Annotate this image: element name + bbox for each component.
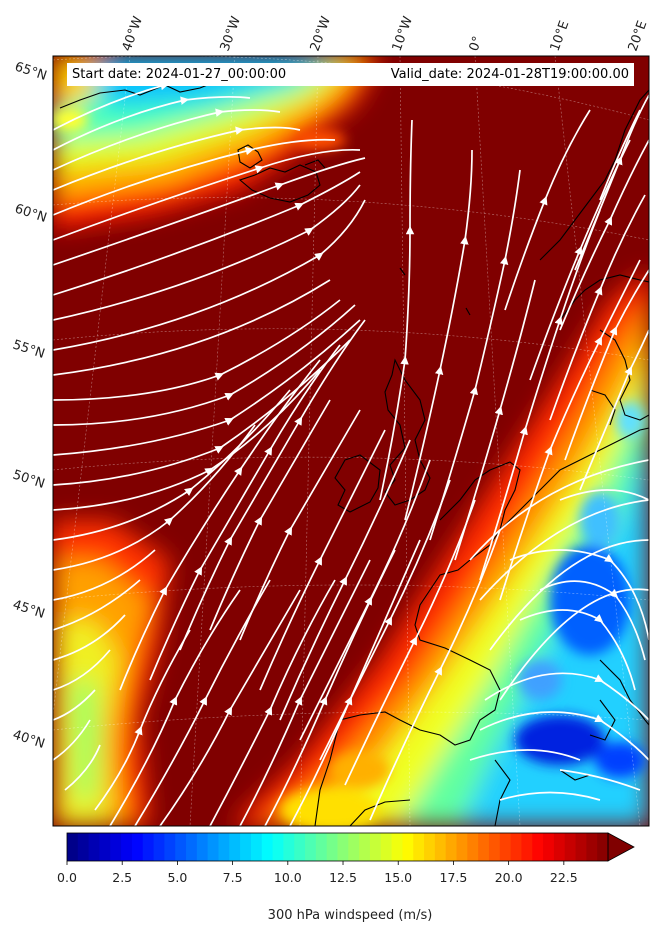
colorbar-segment — [196, 833, 209, 861]
colorbar-tick-label: 15.0 — [384, 870, 412, 885]
latitude-labels: 65°N 60°N 55°N 50°N 45°N 40°N — [11, 60, 49, 752]
colorbar-extend-arrow — [607, 832, 635, 862]
colorbar-segment — [315, 833, 328, 861]
colorbar-segment — [294, 833, 306, 861]
colorbar-segment — [240, 833, 252, 861]
colorbar-tick-label: 17.5 — [440, 870, 468, 885]
colorbar-segment — [67, 833, 79, 861]
lon-label-10e: 10°E — [548, 19, 573, 54]
colorbar-segment — [326, 833, 339, 861]
colorbar-segment — [597, 833, 609, 861]
colorbar-segment — [553, 833, 566, 861]
colorbar-segment — [186, 833, 198, 861]
date-info-box: Start date: 2024-01-27_00:00:00 Valid_da… — [67, 63, 634, 86]
colorbar-segment — [283, 833, 295, 861]
lat-label-45n: 45°N — [11, 598, 47, 622]
coastlines — [59, 81, 649, 826]
colorbar-segment — [250, 833, 263, 861]
colorbar-segment — [99, 833, 111, 861]
colorbar-segment — [402, 833, 414, 861]
lat-label-65n: 65°N — [13, 60, 49, 84]
start-date-label: Start date: 2024-01-27_00:00:00 — [72, 67, 287, 82]
colorbar-segment — [359, 833, 371, 861]
colorbar-segment — [261, 833, 274, 861]
colorbar-segment — [521, 833, 533, 861]
colorbar-segment — [445, 833, 458, 861]
colorbar-segment — [121, 833, 133, 861]
colorbar-segment — [456, 833, 468, 861]
colorbar-segment — [175, 833, 187, 861]
colorbar-segment — [110, 833, 122, 861]
colorbar-segment — [532, 833, 544, 861]
colorbar-segment — [88, 833, 101, 861]
colorbar-segments — [67, 833, 609, 861]
colorbar-tick-label: 12.5 — [329, 870, 357, 885]
colorbar-segment — [153, 833, 165, 861]
colorbar-segment — [348, 833, 360, 861]
colorbar-segment — [164, 833, 176, 861]
colorbar-segment — [77, 833, 90, 861]
colorbar-segment — [424, 833, 436, 861]
lon-label-20e: 20°E — [626, 19, 651, 54]
lon-label-40w: 40°W — [120, 14, 146, 53]
colorbar-segment — [207, 833, 220, 861]
colorbar-segment — [543, 833, 555, 861]
colorbar-segment — [467, 833, 479, 861]
colorbar-segment — [510, 833, 523, 861]
colorbar-tick-label: 7.5 — [223, 870, 243, 885]
colorbar-segment — [218, 833, 230, 861]
colorbar-segment — [272, 833, 284, 861]
colorbar-title: 300 hPa windspeed (m/s) — [268, 908, 433, 923]
lat-label-55n: 55°N — [11, 338, 47, 362]
colorbar-segment — [142, 833, 155, 861]
colorbar-segment — [229, 833, 241, 861]
colorbar-segment — [434, 833, 447, 861]
colorbar-segment — [564, 833, 577, 861]
colorbar-segment — [575, 833, 587, 861]
colorbar-segment — [380, 833, 393, 861]
colorbar-segment — [131, 833, 144, 861]
lat-label-60n: 60°N — [13, 202, 49, 226]
colorbar: 0.0 2.5 5.0 7.5 10.0 12.5 15.0 17.5 20.0 22.5 300… — [57, 832, 635, 923]
lat-label-40n: 40°N — [11, 728, 47, 752]
lon-label-0: 0° — [467, 34, 486, 53]
colorbar-segment — [369, 833, 382, 861]
colorbar-tick-label: 2.5 — [112, 870, 132, 885]
colorbar-segment — [305, 833, 317, 861]
lon-label-10w: 10°W — [390, 14, 416, 53]
colorbar-segment — [413, 833, 425, 861]
colorbar-segment — [337, 833, 349, 861]
lat-label-50n: 50°N — [11, 468, 47, 492]
colorbar-segment — [488, 833, 501, 861]
colorbar-ticks: 0.0 2.5 5.0 7.5 10.0 12.5 15.0 17.5 20.0 22.5 — [57, 861, 578, 885]
streamlines — [53, 80, 649, 826]
longitude-labels: 40°W 30°W 20°W 10°W 0° 10°E 20°E — [120, 14, 651, 53]
lon-label-30w: 30°W — [218, 14, 244, 53]
windspeed-field — [53, 56, 649, 826]
colorbar-segment — [586, 833, 598, 861]
colorbar-tick-label: 0.0 — [57, 870, 77, 885]
colorbar-tick-label: 20.0 — [495, 870, 523, 885]
map-frame — [52, 55, 650, 827]
colorbar-segment — [391, 833, 404, 861]
colorbar-tick-label: 10.0 — [274, 870, 302, 885]
colorbar-segment — [499, 833, 512, 861]
lon-label-20w: 20°W — [308, 14, 334, 53]
colorbar-tick-label: 5.0 — [167, 870, 187, 885]
colorbar-frame — [66, 832, 609, 862]
colorbar-tick-label: 22.5 — [550, 870, 578, 885]
valid-date-label: Valid_date: 2024-01-28T19:00:00.00 — [390, 67, 629, 82]
colorbar-segment — [478, 833, 490, 861]
